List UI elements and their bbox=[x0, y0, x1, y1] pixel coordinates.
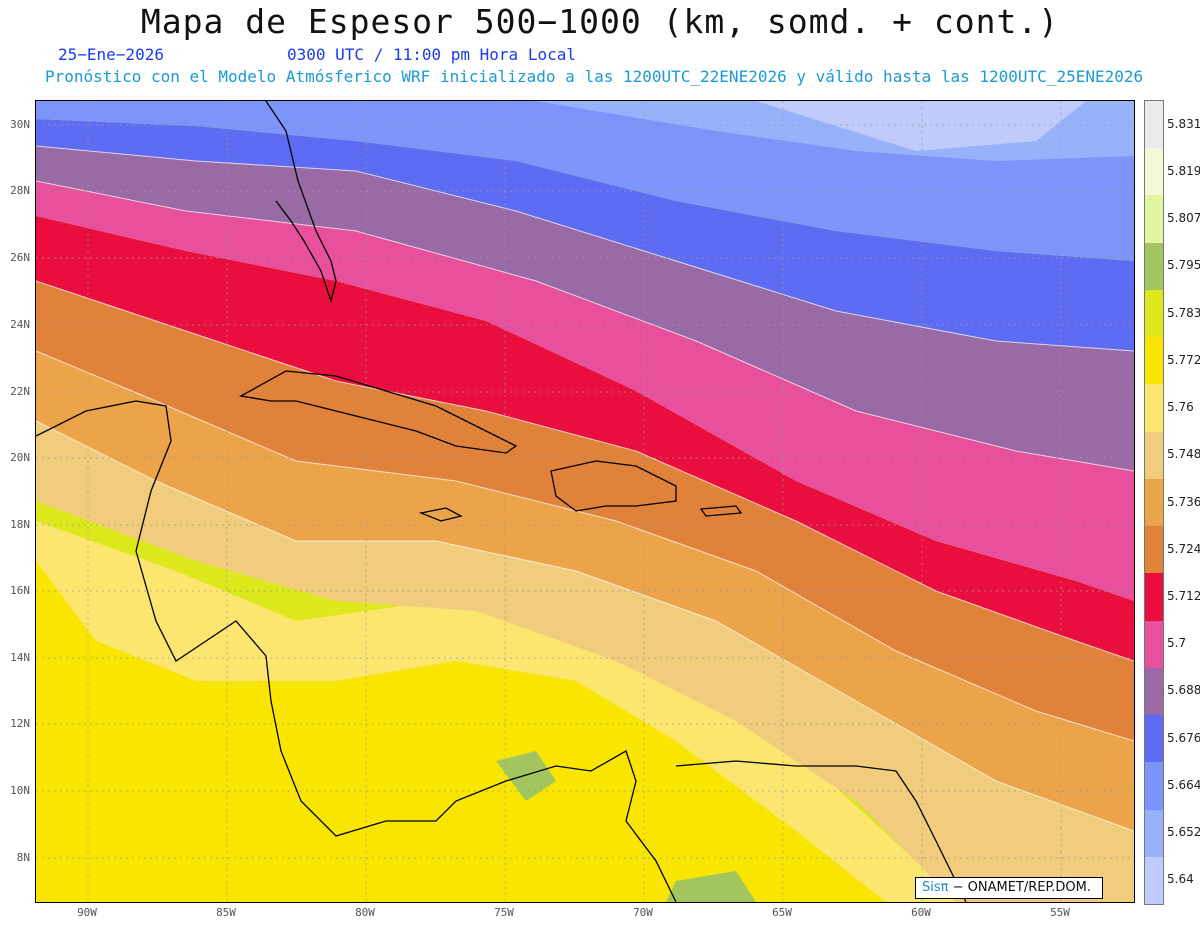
coast-jamaica bbox=[418, 507, 463, 522]
lon-label: 70W bbox=[633, 906, 653, 919]
band-5.652 bbox=[756, 101, 1086, 151]
colorbar-label: 5.783 bbox=[1167, 305, 1200, 320]
colorbar-swatch bbox=[1145, 762, 1163, 811]
credit-box: Sisπ − ONAMET/REP.DOM. bbox=[915, 877, 1103, 899]
band-5.736 bbox=[36, 281, 1134, 741]
colorbar-label: 5.807 bbox=[1167, 211, 1200, 226]
valid-time: 0300 UTC / 11:00 pm Hora Local bbox=[287, 45, 576, 64]
patch-5.795-2 bbox=[666, 871, 756, 902]
brand-logo: Sisπ bbox=[922, 880, 949, 895]
lat-label: 28N bbox=[10, 184, 30, 197]
colorbar-label: 5.712 bbox=[1167, 588, 1200, 603]
lat-label: 22N bbox=[10, 385, 30, 398]
lat-label: 26N bbox=[10, 251, 30, 264]
map-canvas bbox=[36, 101, 1134, 902]
lat-label: 18N bbox=[10, 518, 30, 531]
lat-label: 30N bbox=[10, 118, 30, 131]
colorbar-swatch bbox=[1145, 148, 1163, 196]
colorbar-label: 5.736 bbox=[1167, 494, 1200, 509]
colorbar-label: 5.64 bbox=[1167, 872, 1194, 887]
colorbar-swatch bbox=[1145, 242, 1163, 291]
colorbar-swatch bbox=[1145, 478, 1163, 527]
colorbar-label: 5.819 bbox=[1167, 163, 1200, 178]
colorbar-swatch bbox=[1145, 667, 1163, 716]
lat-label: 8N bbox=[16, 851, 30, 864]
colorbar-label: 5.676 bbox=[1167, 730, 1200, 745]
coast-florida bbox=[265, 101, 337, 304]
colorbar-label: 5.748 bbox=[1167, 447, 1200, 462]
valid-date: 25−Ene−2026 bbox=[58, 45, 164, 64]
band-5.772 bbox=[36, 521, 956, 902]
colorbar-swatch bbox=[1145, 337, 1163, 385]
colorbar-swatch bbox=[1145, 573, 1163, 622]
map-title: Mapa de Espesor 500−1000 (km, somd. + co… bbox=[140, 2, 1060, 41]
band-5.724 bbox=[36, 216, 1134, 661]
colorbar-swatch bbox=[1145, 431, 1163, 480]
lat-label: 12N bbox=[10, 717, 30, 730]
thickness-map bbox=[35, 100, 1135, 903]
colorbar-swatch bbox=[1145, 856, 1163, 905]
lon-label: 65W bbox=[772, 906, 792, 919]
colorbar-swatch bbox=[1145, 195, 1163, 244]
coast-samerica bbox=[675, 760, 967, 902]
colorbar-label: 5.688 bbox=[1167, 683, 1200, 698]
coast-puertorico bbox=[699, 505, 743, 517]
lon-label: 90W bbox=[77, 906, 97, 919]
colorbar-label: 5.795 bbox=[1167, 258, 1200, 273]
colorbar-swatch bbox=[1145, 101, 1163, 149]
colorbar-label: 5.7 bbox=[1167, 636, 1187, 651]
colorbar-label: 5.76 bbox=[1167, 400, 1194, 415]
band-5.783 bbox=[36, 531, 886, 902]
band-5.7 bbox=[36, 146, 1134, 471]
coast-hispaniola bbox=[550, 460, 677, 512]
band-5.688 bbox=[36, 119, 1134, 351]
colorbar-swatch bbox=[1145, 289, 1163, 338]
colorbar-label: 5.652 bbox=[1167, 825, 1200, 840]
colorbar-swatch bbox=[1145, 715, 1163, 763]
lon-label: 85W bbox=[216, 906, 236, 919]
colorbar-label: 5.831 bbox=[1167, 116, 1200, 131]
credit-text: − ONAMET/REP.DOM. bbox=[948, 880, 1092, 895]
colorbar-swatch bbox=[1145, 384, 1163, 433]
lon-label: 60W bbox=[911, 906, 931, 919]
colorbar-label: 5.724 bbox=[1167, 541, 1200, 556]
patch-5.795 bbox=[496, 751, 556, 801]
lat-label: 10N bbox=[10, 784, 30, 797]
colorbar-label: 5.664 bbox=[1167, 777, 1200, 792]
colorbar bbox=[1144, 100, 1164, 905]
forecast-description: Pronóstico con el Modelo Atmósferico WRF… bbox=[45, 67, 1144, 86]
lon-label: 80W bbox=[355, 906, 375, 919]
band-5.748 bbox=[36, 351, 1134, 831]
coast-yucatan bbox=[36, 400, 677, 902]
band-5.712 bbox=[36, 181, 1134, 601]
colorbar-swatch bbox=[1145, 809, 1163, 858]
lat-label: 16N bbox=[10, 584, 30, 597]
colorbar-swatch bbox=[1145, 526, 1163, 574]
coast-cuba bbox=[239, 370, 518, 454]
lat-label: 24N bbox=[10, 318, 30, 331]
lon-label: 55W bbox=[1050, 906, 1070, 919]
colorbar-label: 5.772 bbox=[1167, 352, 1200, 367]
lat-label: 20N bbox=[10, 451, 30, 464]
lon-label: 75W bbox=[494, 906, 514, 919]
colorbar-swatch bbox=[1145, 620, 1163, 669]
lat-label: 14N bbox=[10, 651, 30, 664]
